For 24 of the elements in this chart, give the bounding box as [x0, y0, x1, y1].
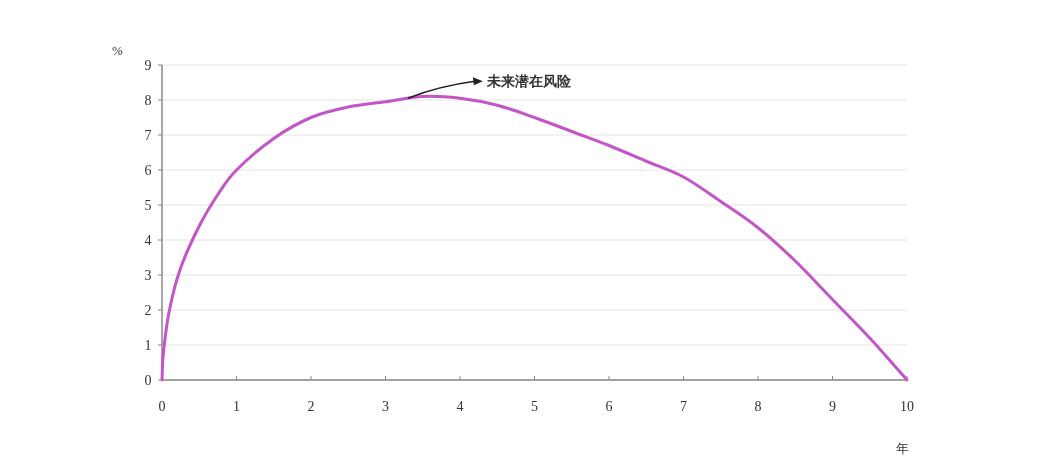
x-tick-label: 1	[233, 399, 240, 414]
x-tick-label: 9	[829, 399, 836, 414]
y-tick-label: 0	[144, 373, 152, 388]
annotation: 未来潜在风险	[485, 73, 572, 90]
x-tick-label: 6	[605, 399, 613, 414]
x-tick-label: 2	[307, 399, 315, 414]
y-tick-label: 9	[144, 58, 152, 73]
x-tick-label: 3	[382, 399, 389, 414]
y-tick-label: 1	[144, 338, 152, 353]
x-tick-label: 8	[754, 399, 762, 414]
y-tick-label: 4	[144, 233, 152, 248]
y-tick-label: 2	[144, 303, 152, 318]
x-axis-title: 年	[895, 441, 909, 456]
x-tick-label: 5	[531, 399, 538, 414]
y-tick-label: 5	[144, 198, 152, 213]
x-tick-label: 0	[158, 399, 166, 414]
y-tick-label: 8	[144, 93, 152, 108]
y-tick-label: 7	[144, 128, 152, 143]
y-tick-label: 6	[144, 163, 152, 178]
x-tick-label: 10	[900, 399, 914, 414]
y-axis-title: %	[112, 43, 123, 58]
y-tick-label: 3	[144, 268, 152, 283]
x-tick-label: 7	[680, 399, 687, 414]
x-tick-label: 4	[456, 399, 464, 414]
